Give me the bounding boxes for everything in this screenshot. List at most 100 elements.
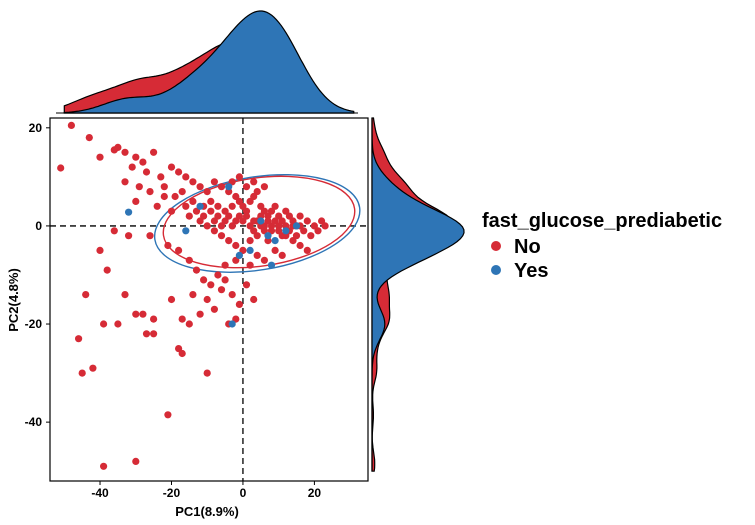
point-no: [189, 291, 197, 299]
point-no: [214, 271, 222, 279]
point-no: [250, 178, 258, 186]
point-no: [164, 241, 172, 250]
point-no: [150, 148, 158, 156]
point-no: [182, 202, 190, 210]
point-no: [278, 251, 286, 259]
point-no: [160, 183, 168, 191]
point-no: [89, 364, 97, 372]
point-no: [246, 237, 254, 245]
point-no: [121, 148, 129, 156]
point-no: [200, 276, 208, 284]
point-no: [175, 168, 183, 176]
point-yes: [196, 202, 204, 210]
point-no: [114, 143, 122, 151]
point-no: [125, 232, 133, 240]
point-no: [203, 222, 211, 230]
point-no: [78, 369, 86, 377]
x-tick-label: -40: [91, 486, 109, 500]
point-no: [167, 163, 176, 171]
point-no: [253, 251, 261, 259]
x-tick-label: 0: [240, 486, 247, 500]
legend-label-no: No: [514, 236, 541, 258]
top-density-panel: [56, 10, 358, 114]
confidence-ellipses: [153, 173, 361, 273]
point-no: [232, 241, 240, 250]
point-no: [100, 462, 108, 470]
point-no: [242, 281, 251, 289]
point-no: [171, 192, 179, 201]
y-axis-ticks: 20 0 -20 -40: [25, 121, 50, 429]
point-no: [221, 276, 229, 284]
point-no: [217, 183, 226, 191]
point-no: [67, 121, 75, 129]
point-no: [150, 330, 158, 338]
point-no: [139, 310, 147, 318]
point-no: [217, 286, 226, 294]
point-no: [185, 320, 193, 328]
point-no: [203, 369, 211, 377]
point-no: [275, 222, 283, 230]
point-no: [142, 330, 151, 338]
point-yes: [235, 251, 243, 259]
legend: fast_glucose_prediabetic No Yes: [482, 210, 722, 282]
point-no: [246, 261, 254, 269]
point-no: [242, 212, 251, 220]
point-yes: [182, 227, 190, 235]
ellipse-yes: [153, 173, 361, 273]
point-no: [235, 173, 243, 181]
plot-frame: [49, 117, 369, 482]
y-tick-label: -20: [25, 317, 43, 331]
point-no: [135, 183, 143, 191]
point-no: [121, 291, 129, 299]
y-tick-label: -40: [25, 415, 43, 429]
point-no: [296, 241, 304, 250]
point-no: [207, 207, 215, 215]
point-no: [207, 197, 215, 205]
point-no: [210, 217, 218, 225]
point-yes: [228, 320, 236, 328]
point-no: [175, 246, 183, 254]
point-no: [96, 246, 104, 254]
right-density-no: [371, 117, 452, 472]
x-axis-title: PC1(8.9%): [175, 504, 239, 519]
point-no: [178, 315, 186, 323]
right-density-panel: [371, 117, 465, 472]
point-no: [210, 305, 218, 313]
point-no: [167, 295, 176, 304]
ellipse-no: [162, 175, 356, 269]
point-yes: [282, 227, 290, 235]
point-no: [139, 158, 147, 166]
point-no: [132, 197, 140, 205]
y-tick-label: 0: [35, 219, 42, 233]
point-yes: [271, 237, 279, 245]
point-yes: [246, 246, 254, 254]
legend-title: fast_glucose_prediabetic: [482, 210, 722, 232]
point-no: [239, 246, 247, 254]
point-no: [260, 256, 268, 264]
point-no: [114, 320, 122, 328]
point-no: [132, 153, 140, 161]
point-no: [250, 227, 258, 235]
legend-label-yes: Yes: [514, 260, 548, 282]
point-no: [128, 163, 136, 171]
point-no: [160, 192, 168, 201]
point-no: [235, 300, 243, 308]
point-no: [228, 291, 236, 299]
y-tick-label: 20: [29, 121, 43, 135]
point-no: [217, 222, 226, 230]
scatter-points: [57, 121, 329, 470]
point-no: [96, 153, 104, 161]
point-no: [271, 202, 279, 210]
x-axis-ticks: -40 -20 0 20: [91, 481, 321, 500]
point-no: [242, 183, 251, 191]
point-yes: [264, 232, 272, 240]
point-no: [271, 246, 279, 254]
point-yes: [225, 183, 233, 191]
point-no: [153, 202, 161, 210]
point-no: [164, 411, 172, 419]
point-no: [196, 183, 204, 191]
point-no: [142, 168, 151, 176]
point-no: [185, 212, 193, 220]
legend-swatch-no: [491, 241, 501, 251]
